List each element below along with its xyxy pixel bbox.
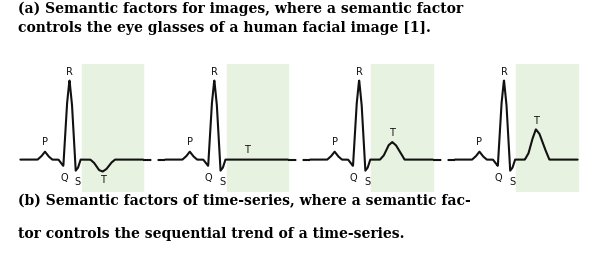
Bar [516, 64, 578, 192]
Text: Q: Q [60, 173, 68, 183]
Text: R: R [66, 66, 73, 77]
Text: T: T [389, 128, 395, 138]
Text: S: S [364, 177, 370, 187]
Text: S: S [74, 177, 81, 187]
Text: R: R [356, 66, 362, 77]
Text: Q: Q [495, 173, 502, 183]
Text: Q: Q [205, 173, 213, 183]
Text: controls the eye glasses of a human facial image [1].: controls the eye glasses of a human faci… [18, 21, 431, 35]
Text: (b) Semantic factors of time-series, where a semantic fac-: (b) Semantic factors of time-series, whe… [18, 194, 471, 208]
Text: tor controls the sequential trend of a time-series.: tor controls the sequential trend of a t… [18, 227, 404, 242]
Text: Q: Q [350, 173, 358, 183]
Text: T: T [100, 175, 106, 185]
Text: R: R [211, 66, 218, 77]
Bar [82, 64, 143, 192]
Text: P: P [332, 137, 338, 147]
Text: P: P [477, 137, 483, 147]
Text: S: S [219, 177, 225, 187]
Text: P: P [187, 137, 193, 147]
Text: S: S [509, 177, 515, 187]
Text: T: T [245, 145, 251, 155]
Text: P: P [42, 137, 48, 147]
Bar [371, 64, 433, 192]
Text: R: R [501, 66, 507, 77]
Text: (a) Semantic factors for images, where a semantic factor: (a) Semantic factors for images, where a… [18, 1, 463, 16]
Text: T: T [533, 116, 539, 126]
Bar [227, 64, 288, 192]
